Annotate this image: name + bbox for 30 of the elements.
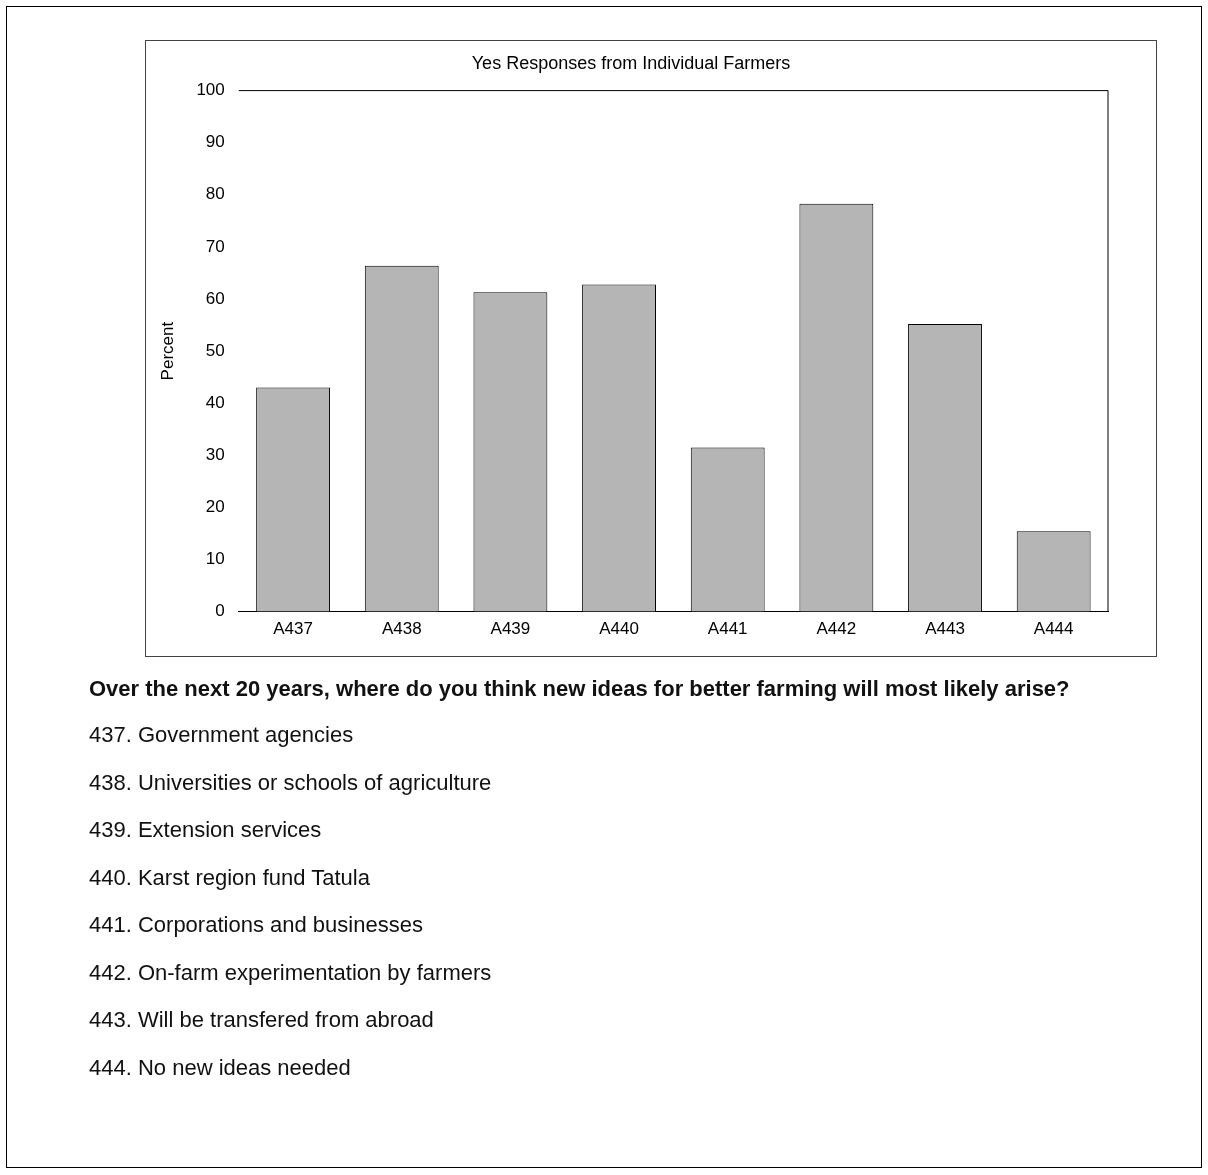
x-tick-label: A444: [1033, 619, 1074, 639]
y-tick-label: 80: [205, 184, 225, 204]
y-tick-label: 60: [205, 288, 225, 308]
y-tick-label: 10: [205, 549, 225, 569]
y-axis-title: Percent: [157, 321, 177, 381]
y-tick-label: 40: [205, 392, 225, 412]
y-tick-label: 90: [205, 132, 225, 152]
text: 437. Government agencies: [89, 721, 355, 749]
text: 439. Extension services: [89, 816, 323, 844]
x-tick-label: A441: [707, 619, 748, 639]
y-tick-label: 50: [205, 340, 225, 360]
x-tick-label: A440: [599, 619, 639, 639]
x-tick-label: A437: [273, 619, 313, 639]
y-tick-label: 70: [205, 236, 225, 256]
text: Over the next 20 years, where do you think new ideas for better farming will most likely arise?: [89, 675, 1071, 703]
y-tick-label: 100: [196, 80, 225, 100]
chart-title: Yes Responses from Individual Farmers: [471, 52, 791, 73]
x-tick-label: A442: [816, 619, 857, 639]
text: 442. On-farm experimentation by farmers: [89, 958, 493, 987]
y-tick-label: 20: [205, 497, 225, 517]
text: 438. Universities or schools of agriculture: [89, 768, 493, 797]
x-tick-label: A439: [490, 619, 531, 639]
text: 444. No new ideas needed: [89, 1053, 352, 1082]
x-tick-label: A443: [925, 619, 965, 639]
text: 441. Corporations and businesses: [89, 911, 424, 939]
x-tick-label: A438: [381, 619, 422, 639]
text: 440. Karst region fund Tatula: [89, 863, 371, 892]
text: 443. Will be transfered from abroad: [89, 1006, 435, 1034]
y-tick-label: 30: [205, 444, 225, 464]
y-tick-label: 0: [215, 601, 225, 621]
